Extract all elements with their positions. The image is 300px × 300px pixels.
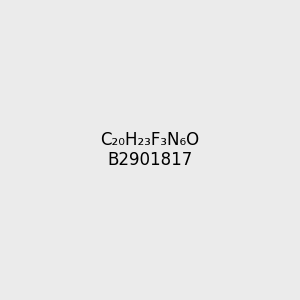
Text: C₂₀H₂₃F₃N₆O
B2901817: C₂₀H₂₃F₃N₆O B2901817 [100, 130, 200, 170]
